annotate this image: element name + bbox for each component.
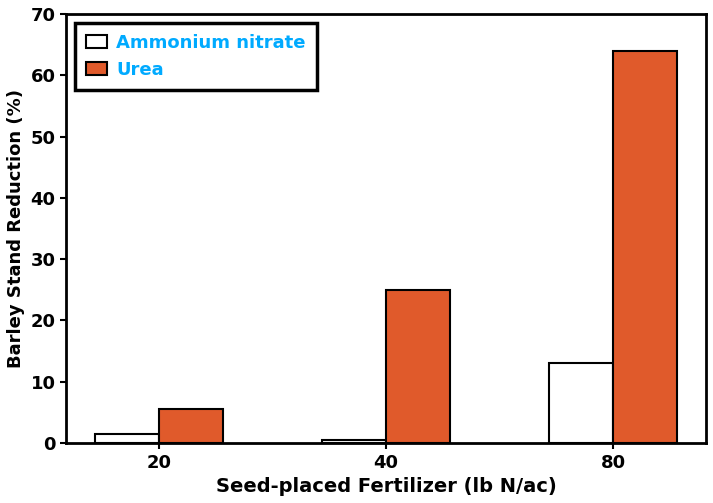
X-axis label: Seed-placed Fertilizer (lb N/ac): Seed-placed Fertilizer (lb N/ac): [215, 477, 556, 496]
Bar: [613, 51, 677, 443]
Legend: Ammonium nitrate, Urea: Ammonium nitrate, Urea: [75, 23, 317, 90]
Bar: [322, 440, 386, 443]
Bar: [159, 409, 223, 443]
Bar: [549, 363, 613, 443]
Y-axis label: Barley Stand Reduction (%): Barley Stand Reduction (%): [7, 89, 25, 368]
Bar: [95, 434, 159, 443]
Bar: [386, 290, 450, 443]
